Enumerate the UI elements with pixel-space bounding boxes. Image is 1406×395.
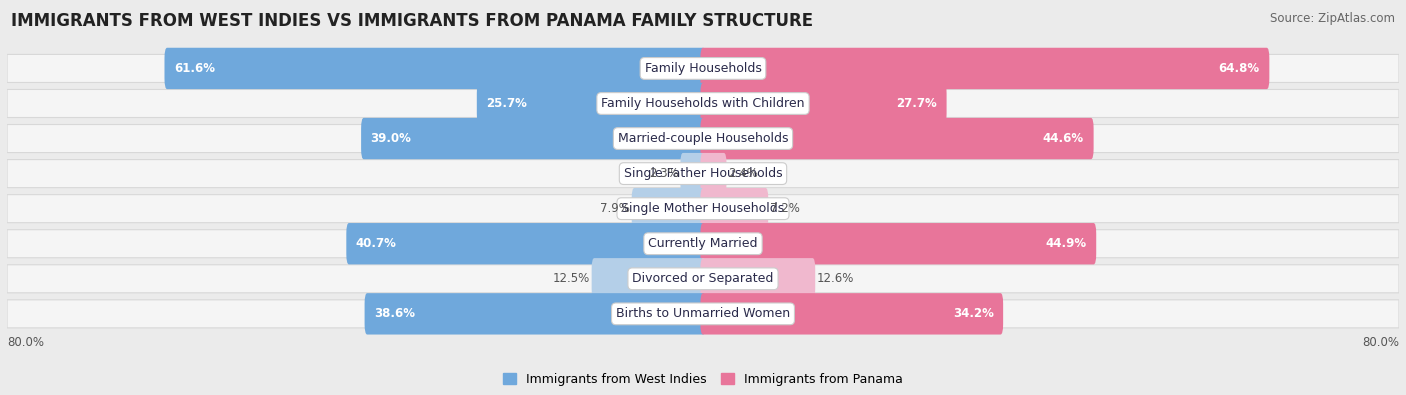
Text: Family Households with Children: Family Households with Children	[602, 97, 804, 110]
Text: Source: ZipAtlas.com: Source: ZipAtlas.com	[1270, 12, 1395, 25]
FancyBboxPatch shape	[681, 153, 706, 194]
Text: 12.5%: 12.5%	[553, 272, 591, 285]
Text: Family Households: Family Households	[644, 62, 762, 75]
Text: 27.7%: 27.7%	[896, 97, 936, 110]
Text: Single Mother Households: Single Mother Households	[621, 202, 785, 215]
FancyBboxPatch shape	[7, 195, 1399, 223]
Text: 38.6%: 38.6%	[374, 307, 415, 320]
FancyBboxPatch shape	[165, 48, 706, 89]
Text: 44.9%: 44.9%	[1046, 237, 1087, 250]
Text: Divorced or Separated: Divorced or Separated	[633, 272, 773, 285]
Text: 34.2%: 34.2%	[953, 307, 994, 320]
FancyBboxPatch shape	[7, 124, 1399, 152]
Text: Births to Unmarried Women: Births to Unmarried Women	[616, 307, 790, 320]
FancyBboxPatch shape	[700, 48, 1270, 89]
FancyBboxPatch shape	[700, 153, 727, 194]
Text: 12.6%: 12.6%	[817, 272, 855, 285]
FancyBboxPatch shape	[700, 118, 1094, 159]
Text: 7.2%: 7.2%	[770, 202, 800, 215]
FancyBboxPatch shape	[364, 293, 706, 335]
Text: IMMIGRANTS FROM WEST INDIES VS IMMIGRANTS FROM PANAMA FAMILY STRUCTURE: IMMIGRANTS FROM WEST INDIES VS IMMIGRANT…	[11, 12, 814, 30]
FancyBboxPatch shape	[7, 160, 1399, 188]
Text: 2.3%: 2.3%	[650, 167, 679, 180]
FancyBboxPatch shape	[477, 83, 706, 124]
FancyBboxPatch shape	[700, 188, 768, 229]
FancyBboxPatch shape	[7, 230, 1399, 258]
FancyBboxPatch shape	[7, 90, 1399, 118]
Text: 80.0%: 80.0%	[7, 336, 44, 349]
Text: 25.7%: 25.7%	[486, 97, 527, 110]
Text: 61.6%: 61.6%	[174, 62, 215, 75]
FancyBboxPatch shape	[592, 258, 706, 299]
FancyBboxPatch shape	[361, 118, 706, 159]
Text: 2.4%: 2.4%	[728, 167, 758, 180]
Text: 40.7%: 40.7%	[356, 237, 396, 250]
Text: Married-couple Households: Married-couple Households	[617, 132, 789, 145]
FancyBboxPatch shape	[700, 258, 815, 299]
Legend: Immigrants from West Indies, Immigrants from Panama: Immigrants from West Indies, Immigrants …	[498, 368, 908, 391]
Text: 44.6%: 44.6%	[1043, 132, 1084, 145]
Text: Currently Married: Currently Married	[648, 237, 758, 250]
Text: 80.0%: 80.0%	[1362, 336, 1399, 349]
FancyBboxPatch shape	[631, 188, 706, 229]
FancyBboxPatch shape	[7, 55, 1399, 83]
FancyBboxPatch shape	[700, 83, 946, 124]
FancyBboxPatch shape	[700, 293, 1002, 335]
FancyBboxPatch shape	[7, 265, 1399, 293]
FancyBboxPatch shape	[7, 300, 1399, 328]
FancyBboxPatch shape	[346, 223, 706, 264]
Text: 7.9%: 7.9%	[600, 202, 630, 215]
Text: 64.8%: 64.8%	[1219, 62, 1260, 75]
FancyBboxPatch shape	[700, 223, 1097, 264]
Text: 39.0%: 39.0%	[371, 132, 412, 145]
Text: Single Father Households: Single Father Households	[624, 167, 782, 180]
